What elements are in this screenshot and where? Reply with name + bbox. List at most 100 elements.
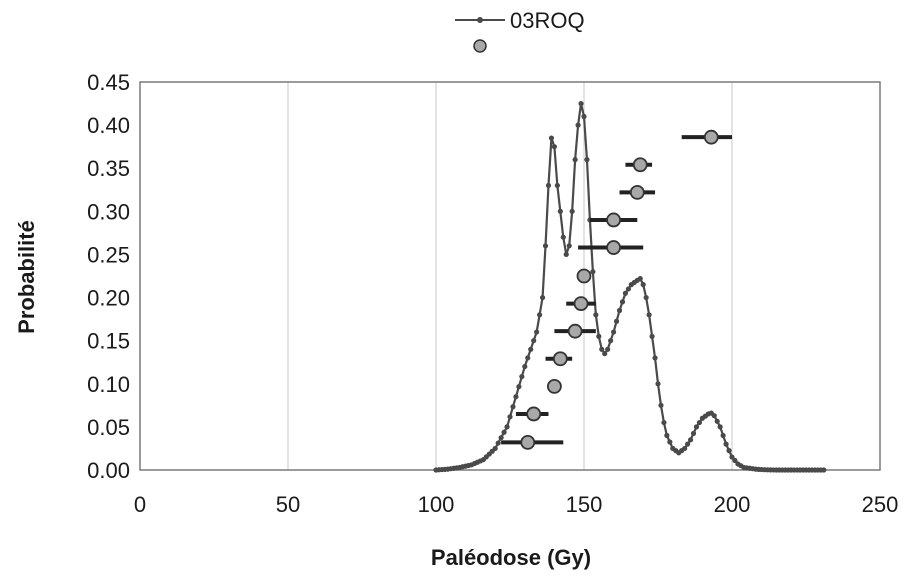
data-point-circle [606,240,621,255]
series-markers-03roq [433,100,827,473]
y-tick-label: 0.30 [87,199,130,224]
y-tick-label: 0.35 [87,156,130,181]
legend-line-marker [477,17,483,23]
x-tick-label: 100 [418,492,455,517]
data-point-circle [520,435,536,450]
data-point-03roq [696,419,703,426]
data-point-03roq [498,435,504,441]
data-point-circle [632,157,648,173]
legend-circle-marker [473,39,487,53]
data-point-03roq [613,318,620,324]
data-point-03roq [729,454,735,460]
data-point-03roq [732,457,738,464]
data-point-circle [629,184,645,200]
data-point-03roq [563,251,569,258]
data-point-03roq [501,429,507,435]
data-point-03roq [720,432,726,439]
plot-area-frame [139,81,881,471]
data-point-03roq [661,419,667,426]
data-point-03roq [711,413,717,419]
data-point-03roq [723,441,729,447]
data-point-03roq [717,424,723,430]
data-point-03roq [622,290,629,296]
data-point-03roq [492,445,498,452]
data-point-03roq [637,275,643,282]
data-point-circle [552,351,568,367]
data-point-03roq [542,243,549,249]
data-point-03roq [504,424,510,430]
y-tick-label: 0.40 [87,113,130,138]
x-axis-title: Paléodose (Gy) [431,545,591,570]
grid-lines [287,82,733,470]
data-point-03roq [608,338,614,344]
data-point-circle [547,378,562,394]
x-tick-label: 150 [566,492,603,517]
data-point-03roq [528,346,534,352]
y-tick-label: 0.20 [87,286,130,311]
data-point-03roq [693,424,700,430]
data-point-03roq [611,329,617,335]
data-point-03roq [572,157,578,163]
data-point-circle [703,129,719,145]
y-tick-label: 0.25 [87,242,130,267]
data-point-03roq [619,299,626,305]
data-point-03roq [599,346,605,352]
data-point-03roq [590,269,596,275]
data-point-03roq [495,440,501,446]
data-point-03roq [605,346,611,352]
data-point-03roq [667,439,673,445]
data-point-03roq [534,329,540,335]
x-tick-label: 0 [134,492,146,517]
data-point-03roq [531,338,537,344]
data-point-03roq [596,333,602,339]
data-point-03roq [687,437,694,443]
y-tick-label: 0.05 [87,415,130,440]
data-point-03roq [557,208,563,214]
series-layer [433,100,827,473]
y-tick-label: 0.10 [87,372,130,397]
data-point-03roq [537,312,543,318]
data-point-03roq [569,208,575,214]
data-point-03roq [593,312,599,318]
data-point-03roq [646,312,652,318]
x-tick-label: 200 [714,492,751,517]
data-point-03roq [581,113,587,120]
data-point-03roq [649,333,655,339]
data-point-03roq [545,182,552,189]
data-point-03roq [507,414,513,420]
data-point-03roq [652,355,658,361]
data-point-03roq [643,294,649,301]
data-point-03roq [682,445,688,452]
data-point-03roq [548,135,555,141]
axis-tick-labels: 0 50 100 150 200 250 0.00 0.05 0.10 0.15 0.20 0.25 0… [87,70,898,517]
data-point-circle [576,268,592,284]
data-point-circle [573,296,589,311]
data-point-03roq [726,448,732,454]
data-point-03roq [575,122,581,128]
data-point-03roq [640,282,646,288]
data-point-03roq [602,351,608,357]
data-point-03roq [513,394,519,400]
data-point-03roq [616,307,623,314]
data-point-03roq [554,182,560,189]
data-point-03roq [821,467,827,473]
legend: 03ROQ [455,8,585,53]
y-axis-title: Probabilité [14,220,39,334]
y-tick-label: 0.00 [87,458,130,483]
data-point-03roq [539,294,546,301]
data-point-03roq [560,234,566,240]
data-point-03roq [685,441,691,447]
data-point-03roq [658,402,664,408]
y-tick-label: 0.45 [87,70,130,95]
data-point-circle [606,212,621,228]
data-point-03roq [714,418,720,424]
data-point-03roq [690,430,697,436]
y-tick-label: 0.15 [87,329,130,354]
data-point-03roq [516,384,522,390]
data-point-03roq [655,381,661,387]
data-point-03roq [522,363,528,370]
data-point-03roq [584,157,590,163]
series-points-with-error [501,129,732,450]
